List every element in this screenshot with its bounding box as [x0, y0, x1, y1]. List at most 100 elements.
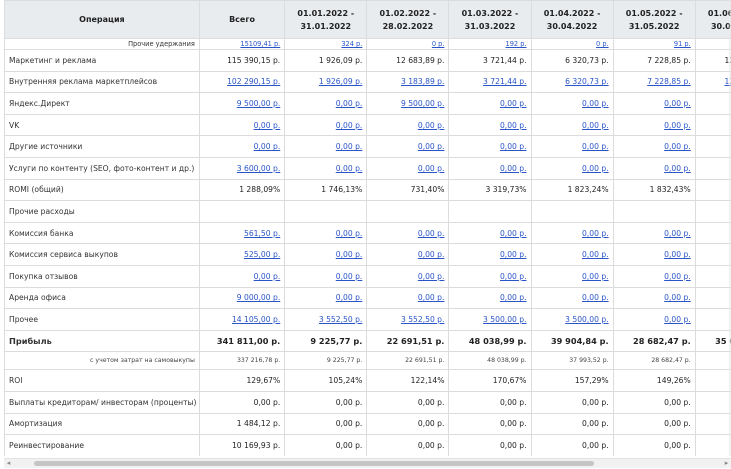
table-row: Реинвестирование 10 169,93 р. 0,00 р. 0,00 …: [4, 434, 731, 456]
value-link[interactable]: 0,00 р.: [417, 163, 445, 173]
table-body: Прочие удержания 15109,41 р. 324 р. 0 р. 192…: [4, 38, 731, 456]
scroll-right-arrow-icon[interactable]: ▸: [724, 459, 729, 467]
value-link[interactable]: 0,00 р.: [664, 228, 691, 238]
value-link[interactable]: 3 500,00 р.: [483, 314, 527, 324]
value-link[interactable]: 324 р.: [341, 40, 363, 48]
value-link[interactable]: 0,00 р.: [499, 142, 527, 152]
value-link[interactable]: 0,00 р.: [582, 142, 609, 152]
value-link[interactable]: 0,00 р.: [582, 293, 609, 303]
value-link[interactable]: 7 228,85 р.: [647, 77, 691, 87]
value-link[interactable]: 0,00 р.: [582, 98, 609, 108]
value-link[interactable]: 91 р.: [673, 40, 691, 48]
value-link[interactable]: 0,00 р.: [664, 271, 691, 281]
value-cell: 0,00 р.: [530, 113, 614, 137]
value-link[interactable]: 3 721,44 р.: [483, 77, 527, 87]
value-link[interactable]: 0,00 р.: [335, 271, 363, 281]
scroll-left-arrow-icon[interactable]: ◂: [6, 459, 11, 467]
value-link[interactable]: 0,00 р.: [335, 142, 363, 152]
value-link[interactable]: 0,00 р.: [417, 228, 445, 238]
value-link[interactable]: 0,00 р.: [335, 163, 363, 173]
header-line-2: 30.06.2022: [710, 21, 731, 31]
value-link[interactable]: 0,00 р.: [253, 142, 281, 152]
value-link[interactable]: 0,00 р.: [499, 120, 527, 130]
value-link[interactable]: 0,00 р.: [664, 293, 691, 303]
column-header-period[interactable]: 01.01.2022 - 31.01.2022: [284, 0, 368, 39]
value-link[interactable]: 561,50 р.: [244, 228, 281, 238]
value-cell: 9 500,00 р.: [198, 92, 286, 115]
horizontal-scrollbar[interactable]: ◂ ▸: [4, 458, 731, 468]
value-link[interactable]: 0,00 р.: [664, 98, 691, 108]
column-header-period[interactable]: 01.04.2022 - 30.04.2022: [530, 0, 614, 39]
value-link[interactable]: 9 000,00 р.: [236, 293, 281, 303]
value-link[interactable]: 0,00 р.: [417, 142, 445, 152]
value-cell: 12 683,89 р.: [366, 49, 450, 72]
value-link[interactable]: 0,00 р.: [499, 163, 527, 173]
value-link[interactable]: 0,00 р.: [664, 250, 691, 260]
value-link[interactable]: 0,00 р.: [417, 293, 445, 303]
value-cell: 3 500,00 р.: [530, 308, 614, 331]
scrollbar-thumb[interactable]: [34, 461, 594, 466]
row-label: ROMI (общий): [4, 178, 200, 202]
value-cell: 10 169,93 р.: [198, 434, 286, 456]
value-link[interactable]: 0,00 р.: [499, 250, 527, 260]
row-label: Комиссия банка: [4, 221, 200, 245]
value-link[interactable]: 0,00 р.: [417, 120, 445, 130]
value-link[interactable]: 192 р.: [505, 40, 527, 48]
value-link[interactable]: 0,00 р.: [335, 293, 363, 303]
value-link[interactable]: 3 500,00 р.: [565, 314, 609, 324]
table-row: Покупка отзывов 0,00 р. 0,00 р. 0,00 р. 0,00…: [4, 264, 731, 288]
value-link[interactable]: 15109,41 р.: [240, 40, 281, 48]
column-header-period[interactable]: 01.05.2022 - 31.05.2022: [612, 0, 696, 39]
value-link[interactable]: 9 500,00 р.: [236, 98, 281, 108]
value-link[interactable]: 0,00 р.: [582, 120, 609, 130]
value-link[interactable]: 0 р.: [596, 40, 609, 48]
value-link[interactable]: 3 600,00 р.: [236, 163, 281, 173]
value-link[interactable]: 0,00 р.: [582, 228, 609, 238]
value-link[interactable]: 0,00 р.: [335, 228, 363, 238]
value-link[interactable]: 0,00 р.: [664, 314, 691, 324]
value-cell: 3 552,50 р.: [284, 308, 368, 331]
value-link[interactable]: 0,00 р.: [335, 120, 363, 130]
row-label: Прочие удержания: [4, 38, 200, 50]
row-label: ROI: [4, 369, 200, 392]
value-link[interactable]: 1 926,09 р.: [318, 77, 363, 87]
value-link[interactable]: 3 552,50 р.: [400, 314, 445, 324]
value-link[interactable]: 525,00 р.: [244, 250, 281, 260]
value-link[interactable]: 0,00 р.: [417, 250, 445, 260]
value-cell: 3 319,73%: [448, 178, 532, 202]
value-cell: 9 225,77 р.: [284, 351, 368, 371]
value-link[interactable]: 0,00 р.: [664, 120, 691, 130]
value-link[interactable]: 3 552,50 р.: [318, 314, 363, 324]
value-link[interactable]: 0,00 р.: [253, 120, 281, 130]
value-link[interactable]: 0,00 р.: [253, 271, 281, 281]
column-header-operation[interactable]: Операция: [4, 0, 200, 39]
value-link[interactable]: 0,00 р.: [499, 271, 527, 281]
value-link[interactable]: 102 290,15 р.: [227, 77, 281, 87]
column-header-period[interactable]: 01.06.2022 - 30.06.2022: [694, 0, 731, 39]
value-link[interactable]: 0,00 р.: [582, 250, 609, 260]
value-link[interactable]: 0,00 р.: [499, 293, 527, 303]
value-link[interactable]: 12 555,71 р.: [725, 77, 731, 86]
table-row: VK 0,00 р. 0,00 р. 0,00 р. 0,00 р. 0,00 р. 0,0…: [4, 113, 731, 137]
report-table-scroller[interactable]: Операция Всего 01.01.2022 - 31.01.2022 01.02…: [4, 0, 731, 456]
value-link[interactable]: 0,00 р.: [582, 271, 609, 281]
value-link[interactable]: 0,00 р.: [499, 228, 527, 238]
value-cell: 0,00 р.: [284, 243, 368, 266]
value-link[interactable]: 0,00 р.: [664, 142, 691, 152]
column-header-total[interactable]: Всего: [198, 0, 286, 39]
value-link[interactable]: 14 105,00 р.: [231, 314, 281, 324]
value-link[interactable]: 0,00 р.: [499, 98, 527, 108]
value-cell: 337 216,78 р.: [198, 351, 286, 371]
column-header-period[interactable]: 01.02.2022 - 28.02.2022: [366, 0, 450, 39]
value-link[interactable]: 0,00 р.: [417, 271, 445, 281]
value-link[interactable]: 0,00 р.: [664, 163, 691, 173]
value-link[interactable]: 0,00 р.: [582, 163, 609, 173]
value-link[interactable]: 0 р.: [431, 40, 445, 48]
value-link[interactable]: 0,00 р.: [335, 98, 363, 108]
value-link[interactable]: 0,00 р.: [335, 250, 363, 260]
value-link[interactable]: 3 183,89 р.: [400, 77, 445, 87]
value-link[interactable]: 9 500,00 р.: [400, 98, 445, 108]
column-header-period[interactable]: 01.03.2022 - 31.03.2022: [448, 0, 532, 39]
value-link[interactable]: 6 320,73 р.: [565, 77, 609, 87]
value-cell: 0,00 р.: [366, 434, 450, 456]
